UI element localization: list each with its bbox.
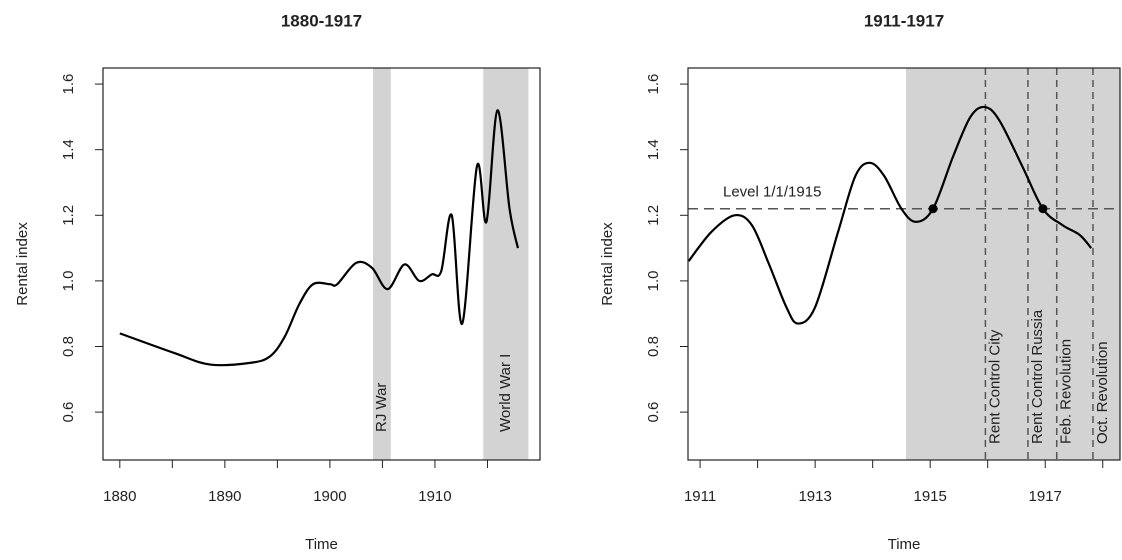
x-tick-label: 1880 bbox=[103, 488, 136, 505]
x-tick-label: 1910 bbox=[418, 488, 451, 505]
chart-title: 1911-1917 bbox=[864, 11, 944, 30]
y-tick-label: 1.4 bbox=[60, 139, 77, 160]
y-tick-label: 1.4 bbox=[645, 139, 662, 160]
y-tick-label: 0.8 bbox=[60, 336, 77, 357]
event-label: Feb. Revolution bbox=[1058, 339, 1075, 444]
y-tick-label: 0.6 bbox=[60, 402, 77, 423]
x-tick-label: 1900 bbox=[313, 488, 346, 505]
period-label: World War I bbox=[497, 354, 514, 432]
data-line bbox=[687, 105, 1093, 325]
y-tick-label: 1.0 bbox=[645, 270, 662, 291]
event-label: Oct. Revolution bbox=[1094, 341, 1111, 444]
chart-title: 1880-1917 bbox=[281, 11, 362, 30]
y-tick-label: 1.0 bbox=[60, 270, 77, 291]
y-axis-label: Rental index bbox=[599, 222, 616, 306]
shaded-period bbox=[483, 68, 529, 460]
y-tick-label: 0.6 bbox=[645, 402, 662, 423]
event-label: Rent Control Russia bbox=[1029, 309, 1046, 444]
x-axis-label: Time bbox=[888, 536, 921, 553]
level-point bbox=[928, 204, 938, 214]
level-point bbox=[1038, 204, 1048, 214]
y-tick-label: 0.8 bbox=[645, 336, 662, 357]
y-tick-label: 1.6 bbox=[60, 74, 77, 95]
x-tick-label: 1917 bbox=[1029, 488, 1062, 505]
shaded-period bbox=[906, 68, 1120, 460]
y-tick-label: 1.6 bbox=[645, 74, 662, 95]
event-label: Rent Control City bbox=[986, 329, 1003, 444]
x-tick-label: 1890 bbox=[208, 488, 241, 505]
y-axis-label: Rental index bbox=[14, 222, 31, 306]
x-tick-label: 1911 bbox=[684, 488, 716, 505]
y-tick-label: 1.2 bbox=[60, 205, 77, 226]
y-tick-label: 1.2 bbox=[645, 205, 662, 226]
level-label: Level 1/1/1915 bbox=[723, 184, 821, 201]
x-tick-label: 1915 bbox=[913, 488, 946, 505]
x-axis-label: Time bbox=[305, 536, 338, 553]
shaded-period bbox=[372, 68, 391, 460]
x-tick-label: 1913 bbox=[798, 488, 831, 505]
period-label: RJ War bbox=[373, 383, 390, 432]
plot-frame bbox=[687, 67, 1121, 461]
plot-frame bbox=[102, 67, 541, 461]
data-line bbox=[119, 109, 520, 367]
